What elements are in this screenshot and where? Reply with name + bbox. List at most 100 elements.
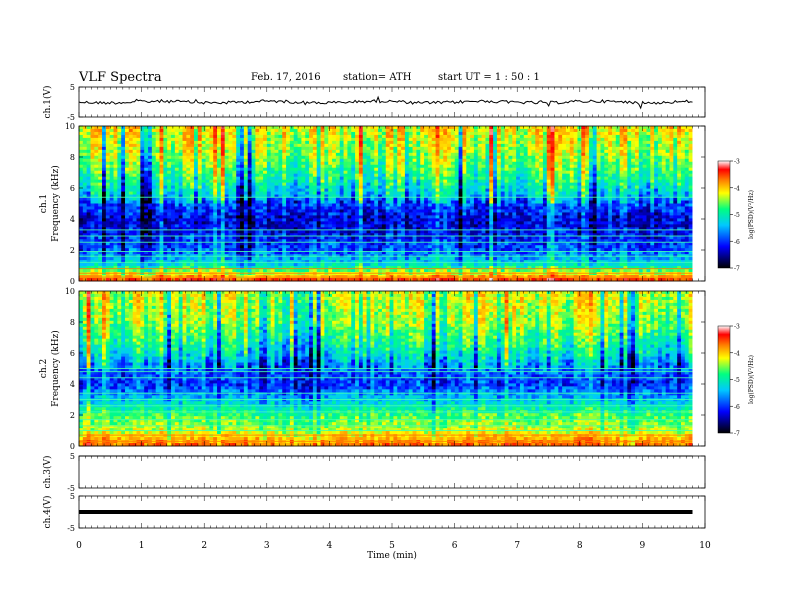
spectrogram-cell <box>600 197 605 201</box>
spectrogram-cell <box>585 146 590 151</box>
spectrogram-cell <box>259 155 264 160</box>
spectrogram-cell <box>615 158 621 163</box>
spectrogram-cell <box>581 182 586 187</box>
spectrogram-cell <box>462 137 467 142</box>
spectrogram-cell <box>171 206 176 210</box>
spectrogram-cell <box>79 206 84 210</box>
spectrogram-cell <box>550 167 555 172</box>
spectrogram-cell <box>178 203 183 207</box>
spectrogram-cell <box>408 143 413 148</box>
spectrogram-cell <box>385 161 390 166</box>
spectrogram-cell <box>328 212 333 216</box>
spectrogram-cell <box>163 215 168 219</box>
spectrogram-cell <box>447 149 452 154</box>
spectrogram-cell <box>128 209 134 213</box>
spectrogram-cell <box>370 209 375 213</box>
spectrogram-cell <box>155 167 160 172</box>
spectrogram-cell <box>684 197 690 201</box>
spectrogram-cell <box>209 212 214 216</box>
spectrogram-cell <box>351 206 356 210</box>
spectrogram-cell <box>305 167 310 172</box>
spectrogram-cell <box>274 206 279 210</box>
spectrogram-cell <box>90 137 95 142</box>
spectrogram-cell <box>174 185 180 189</box>
spectrogram-cell <box>619 164 624 169</box>
spectrogram-cell <box>673 131 678 136</box>
spectrogram-cell <box>140 185 145 189</box>
spectrogram-cell <box>286 137 291 142</box>
spectrogram-cell <box>316 191 321 195</box>
spectrogram-cell <box>98 134 103 139</box>
spectrogram-cell <box>443 149 448 154</box>
spectrogram-cell <box>213 140 218 145</box>
spectrogram-cell <box>424 185 429 189</box>
spectrogram-cell <box>121 158 126 163</box>
spectrogram-cell <box>439 167 444 172</box>
spectrogram-cell <box>243 212 249 216</box>
spectrogram-cell <box>335 146 341 151</box>
spectrogram-cell <box>148 212 153 216</box>
spectrogram-cell <box>201 218 206 222</box>
spectrogram-cell <box>592 212 598 216</box>
spectrogram-cell <box>109 131 114 136</box>
spectrogram-cell <box>228 179 233 184</box>
spectrogram-cell <box>232 200 237 204</box>
spectrogram-cell <box>654 131 659 136</box>
spectrogram-cell <box>439 176 444 181</box>
spectrogram-cell <box>596 161 601 166</box>
spectrogram-cell <box>105 182 111 187</box>
spectrogram-cell <box>577 203 582 207</box>
spectrogram-cell <box>263 194 268 198</box>
spectrogram-cell <box>447 197 452 201</box>
spectrogram-cell <box>355 209 360 213</box>
spectrogram-cell <box>619 194 624 198</box>
spectrogram-cell <box>220 137 226 142</box>
spectrogram-cell <box>470 170 475 175</box>
spectrogram-cell <box>94 158 99 163</box>
spectrogram-cell <box>688 131 693 136</box>
spectrogram-cell <box>381 167 387 172</box>
spectrogram-cell <box>512 137 517 142</box>
spectrogram-cell <box>324 137 329 142</box>
spectrogram-cell <box>381 149 387 154</box>
spectrogram-cell <box>397 152 402 157</box>
spectrogram-cell <box>381 161 387 166</box>
spectrogram-cell <box>473 215 479 219</box>
spectrogram-cell <box>562 167 567 172</box>
spectrogram-cell <box>274 137 279 142</box>
spectrogram-cell <box>550 188 555 192</box>
spectrogram-cell <box>527 167 532 172</box>
spectrogram-cell <box>473 161 479 166</box>
spectrogram-cell <box>550 143 555 148</box>
spectrogram-cell <box>439 179 444 184</box>
spectrogram-cell <box>144 215 149 219</box>
spectrogram-cell <box>151 155 157 160</box>
spectrogram-cell <box>631 215 636 219</box>
spectrogram-cell <box>289 137 295 142</box>
spectrogram-cell <box>266 143 272 148</box>
spectrogram-cell <box>217 194 222 198</box>
spectrogram-cell <box>631 134 636 139</box>
spectrogram-cell <box>320 182 325 187</box>
spectrogram-cell <box>450 209 456 213</box>
spectrogram-cell <box>562 203 567 207</box>
spectrogram-cell <box>339 140 344 145</box>
spectrogram-cell <box>535 182 540 187</box>
spectrogram-cell <box>117 203 122 207</box>
spectrogram-cell <box>470 140 475 145</box>
spectrogram-cell <box>408 173 413 178</box>
spectrogram-cell <box>293 140 298 145</box>
spectrogram-cell <box>190 176 195 181</box>
spectrogram-cell <box>642 212 647 216</box>
spectrogram-cell <box>316 170 321 175</box>
spectrogram-cell <box>389 152 394 157</box>
spectrogram-cell <box>573 155 578 160</box>
spectrogram-cell <box>684 176 690 181</box>
spectrogram-cell <box>243 206 249 210</box>
spectrogram-cell <box>688 152 693 157</box>
spectrogram-cell <box>339 200 344 204</box>
spectrogram-cell <box>240 137 245 142</box>
spectrogram-cell <box>519 173 525 178</box>
spectrogram-cell <box>516 149 521 154</box>
spectrogram-cell <box>182 206 187 210</box>
